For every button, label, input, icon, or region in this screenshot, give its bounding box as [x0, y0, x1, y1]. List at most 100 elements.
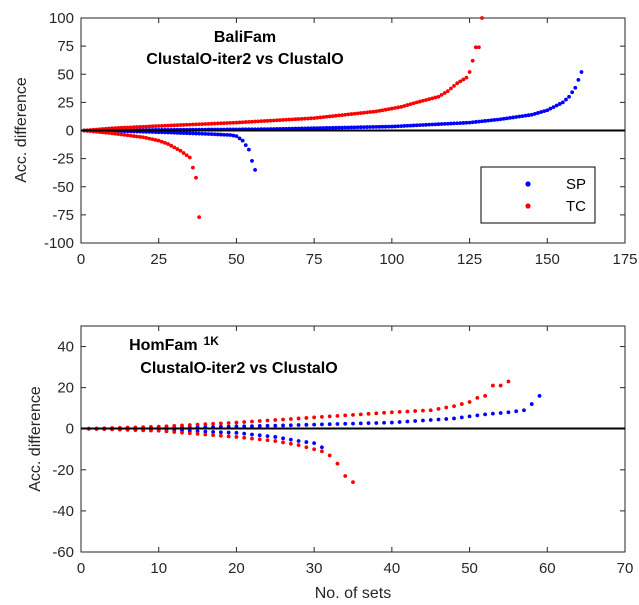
data-point-tc: [163, 123, 167, 128]
data-point-sp: [428, 418, 433, 422]
data-point-tc: [436, 406, 441, 411]
data-point-sp: [557, 102, 562, 106]
data-point-sp: [371, 125, 376, 129]
data-point-tc: [461, 77, 466, 82]
data-point-sp: [225, 132, 230, 137]
data-point-sp: [386, 124, 391, 129]
data-point-sp: [445, 121, 450, 126]
data-point-tc: [458, 79, 463, 84]
data-point-tc: [315, 115, 320, 120]
y-tick-label-balifam: -50: [52, 179, 74, 196]
data-point-tc: [284, 117, 289, 122]
data-point-tc: [290, 117, 295, 122]
data-point-sp: [461, 121, 466, 125]
x-tick-label-balifam: 100: [379, 251, 404, 268]
data-point-tc: [181, 151, 186, 155]
data-point-tc: [253, 119, 257, 124]
data-point-sp: [548, 106, 553, 111]
data-point-tc: [172, 123, 177, 128]
x-tick-label-homfam: 50: [461, 560, 478, 577]
data-point-sp: [231, 133, 236, 138]
data-point-tc: [211, 421, 216, 426]
data-point-tc: [228, 120, 233, 125]
data-point-sp: [265, 423, 270, 428]
data-point-tc: [352, 111, 357, 116]
data-point-sp: [452, 121, 456, 126]
data-point-tc: [389, 106, 394, 111]
data-point-sp: [330, 125, 335, 130]
y-tick-label-homfam: -60: [52, 544, 74, 561]
data-point-sp: [361, 125, 366, 130]
data-point-sp: [408, 123, 413, 128]
data-point-sp: [343, 125, 348, 130]
data-point-sp: [459, 415, 464, 420]
data-point-sp: [257, 433, 262, 438]
data-point-tc: [343, 112, 348, 117]
x-tick-label-homfam: 60: [539, 560, 556, 577]
data-point-sp: [320, 422, 324, 427]
data-point-tc: [467, 400, 472, 404]
x-tick-label-balifam: 175: [612, 251, 637, 268]
data-point-tc: [164, 424, 169, 429]
data-point-tc: [135, 134, 139, 139]
data-point-tc: [246, 120, 251, 124]
data-point-tc: [153, 138, 158, 142]
data-point-sp: [436, 417, 441, 422]
data-point-tc: [366, 411, 371, 416]
data-point-sp: [476, 119, 481, 124]
data-point-sp: [324, 126, 329, 130]
data-point-sp: [380, 124, 385, 129]
data-point-sp: [383, 124, 388, 129]
data-point-tc: [195, 422, 200, 427]
data-point-tc: [197, 215, 202, 220]
data-point-sp: [506, 410, 511, 415]
data-point-sp: [288, 437, 293, 442]
data-point-tc: [278, 118, 282, 123]
data-point-sp: [421, 418, 425, 423]
data-point-sp: [576, 77, 581, 82]
data-point-sp: [389, 420, 394, 425]
data-point-tc: [424, 98, 428, 102]
data-point-sp: [320, 445, 324, 450]
data-point-tc: [222, 121, 226, 126]
data-point-sp: [511, 115, 515, 120]
y-axis-label-balifam: Acc. difference: [13, 77, 30, 183]
data-point-tc: [138, 134, 142, 139]
data-point-sp: [327, 125, 332, 130]
chart-balifam: 0 25 50 75 100 125 150 175 -100 -75 -50 -25 0 25 50 75 1…: [13, 10, 638, 268]
data-point-sp: [413, 419, 418, 423]
data-point-tc: [343, 413, 348, 418]
data-point-tc: [475, 396, 480, 400]
chart-title-line2-balifam: ClustalO-iter2 vs ClustalO: [146, 51, 343, 68]
data-point-tc: [349, 112, 354, 116]
data-point-tc: [430, 96, 435, 101]
data-point-tc: [166, 123, 170, 128]
data-point-sp: [573, 85, 578, 90]
data-point-sp: [464, 120, 469, 125]
data-point-tc: [178, 123, 183, 127]
data-point-tc: [421, 98, 425, 103]
data-point-sp: [334, 125, 338, 130]
data-point-sp: [242, 431, 247, 436]
data-point-tc: [203, 122, 208, 126]
data-point-tc: [480, 16, 484, 20]
data-point-sp: [436, 122, 441, 127]
data-point-tc: [445, 89, 450, 94]
y-tick-label-homfam: 20: [57, 380, 74, 397]
data-point-tc: [397, 409, 402, 414]
data-point-sp: [234, 430, 239, 435]
data-point-tc: [265, 418, 270, 423]
data-point-sp: [452, 416, 456, 421]
data-point-sp: [215, 132, 220, 137]
data-point-tc: [274, 118, 279, 123]
data-point-tc: [250, 419, 254, 424]
data-point-tc: [399, 104, 404, 109]
data-point-sp: [522, 408, 526, 413]
y-tick-label-homfam: 0: [66, 421, 74, 438]
data-point-tc: [439, 92, 444, 97]
data-point-tc: [428, 408, 433, 413]
data-point-sp: [226, 424, 231, 429]
x-tick-label-homfam: 30: [306, 560, 323, 577]
data-point-tc: [455, 81, 460, 86]
data-point-sp: [542, 109, 547, 114]
